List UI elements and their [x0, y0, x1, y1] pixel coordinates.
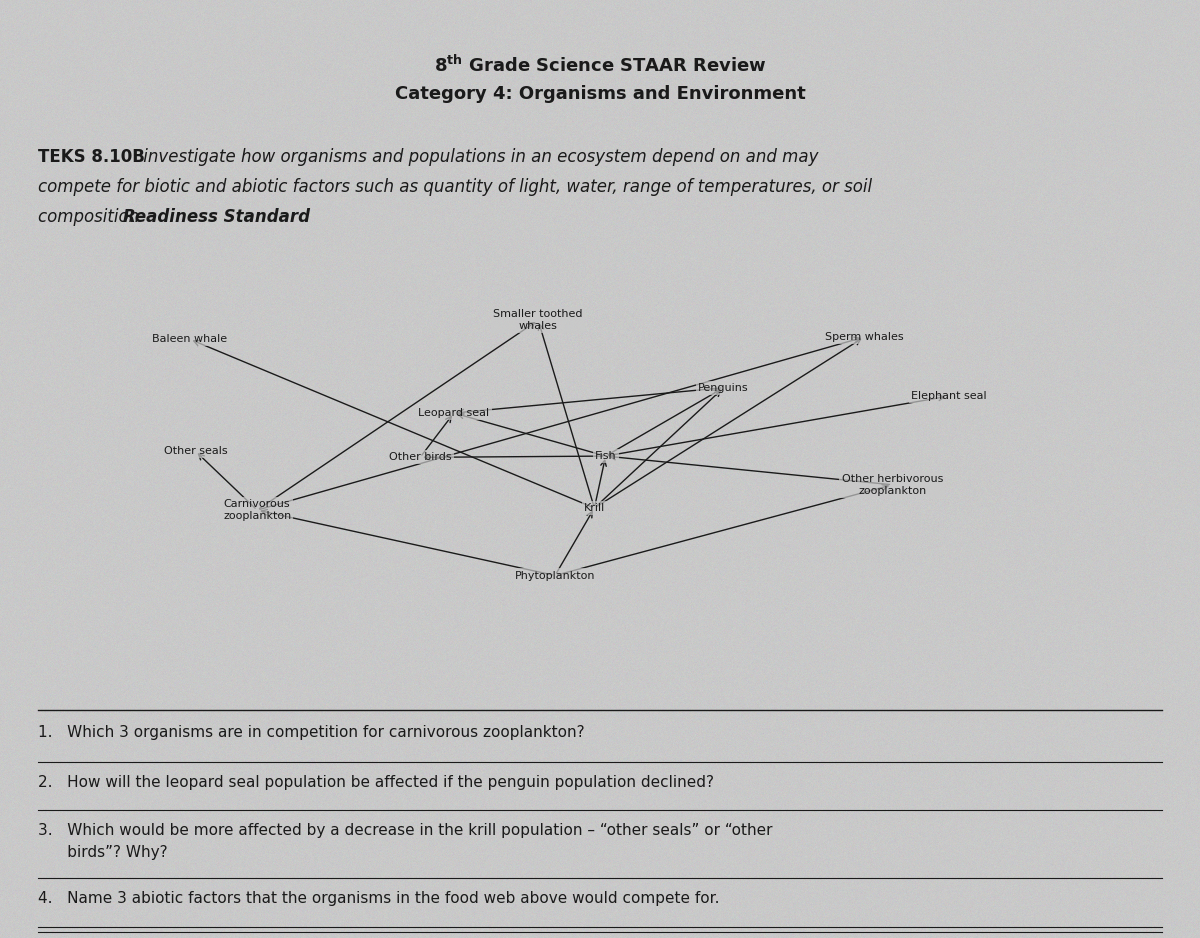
- Text: Elephant seal: Elephant seal: [911, 391, 986, 401]
- Text: Phytoplankton: Phytoplankton: [515, 570, 595, 581]
- Text: Readiness Standard: Readiness Standard: [124, 208, 310, 226]
- Text: Krill: Krill: [583, 503, 605, 513]
- Text: Other birds: Other birds: [389, 452, 451, 462]
- Text: Category 4: Organisms and Environment: Category 4: Organisms and Environment: [395, 85, 805, 103]
- Text: 3.   Which would be more affected by a decrease in the krill population – “other: 3. Which would be more affected by a dec…: [38, 823, 773, 838]
- Text: Baleen whale: Baleen whale: [152, 334, 227, 344]
- Text: Smaller toothed
whales: Smaller toothed whales: [493, 310, 583, 331]
- Text: 4.   Name 3 abiotic factors that the organisms in the food web above would compe: 4. Name 3 abiotic factors that the organ…: [38, 891, 720, 906]
- Text: Carnivorous
zooplankton: Carnivorous zooplankton: [223, 499, 292, 521]
- Text: Leopard seal: Leopard seal: [419, 408, 490, 418]
- Text: 1.   Which 3 organisms are in competition for carnivorous zooplankton?: 1. Which 3 organisms are in competition …: [38, 725, 584, 740]
- Text: compete for biotic and abiotic factors such as quantity of light, water, range o: compete for biotic and abiotic factors s…: [38, 178, 872, 196]
- Text: investigate how organisms and populations in an ecosystem depend on and may: investigate how organisms and population…: [138, 148, 818, 166]
- Text: $\mathbf{8}^{\mathbf{th}}$ Grade Science STAAR Review: $\mathbf{8}^{\mathbf{th}}$ Grade Science…: [433, 55, 767, 76]
- Text: Sperm whales: Sperm whales: [824, 332, 904, 342]
- Text: 2.   How will the leopard seal population be affected if the penguin population : 2. How will the leopard seal population …: [38, 775, 714, 790]
- Text: TEKS 8.10B: TEKS 8.10B: [38, 148, 145, 166]
- Text: Other seals: Other seals: [163, 446, 227, 456]
- Text: Other herbivorous
zooplankton: Other herbivorous zooplankton: [841, 474, 943, 495]
- Text: Fish: Fish: [595, 451, 617, 461]
- Text: birds”? Why?: birds”? Why?: [38, 845, 168, 860]
- Text: Penguins: Penguins: [698, 383, 749, 393]
- Text: composition: composition: [38, 208, 144, 226]
